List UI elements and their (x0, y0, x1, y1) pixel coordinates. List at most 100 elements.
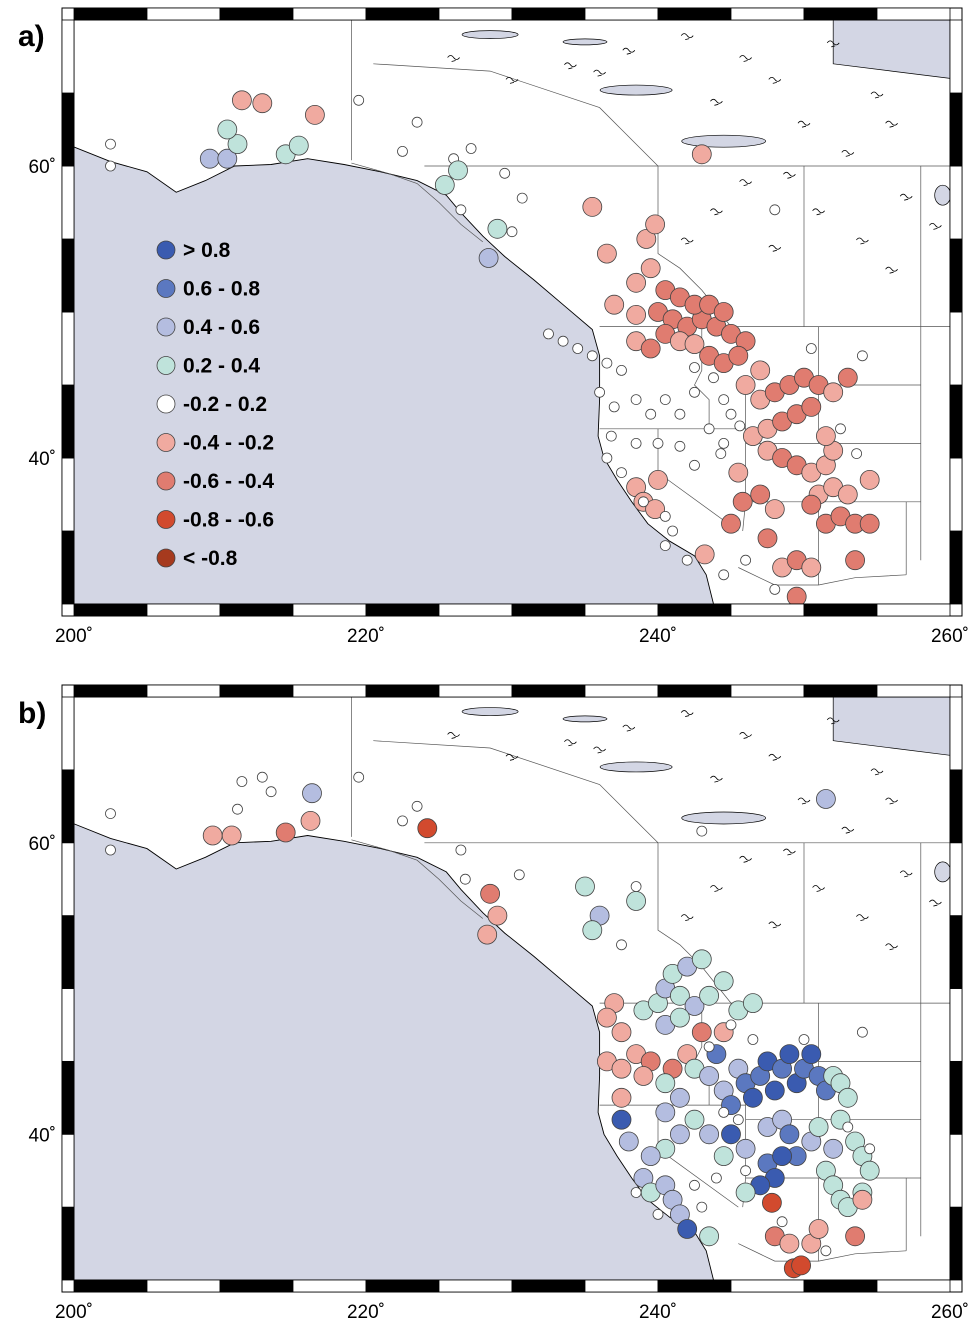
station-point (670, 985, 690, 1006)
coast-detail (739, 855, 752, 863)
station-point (694, 544, 715, 565)
coast-detail (622, 724, 636, 732)
station-point (448, 160, 468, 181)
lat-tick-label: 60˚ (29, 834, 56, 855)
station-point (801, 1044, 822, 1064)
border-segment (949, 988, 963, 1062)
station-point (459, 873, 471, 885)
station-point (487, 905, 508, 926)
coast-detail (505, 77, 519, 84)
coast-detail (593, 69, 606, 77)
station-point (626, 304, 646, 325)
border-segment (146, 603, 221, 617)
station-point (674, 440, 686, 452)
coast-detail (885, 797, 898, 805)
station-point (779, 1124, 800, 1145)
station-point (655, 1073, 676, 1094)
station-point (626, 272, 646, 293)
station-point (735, 1138, 756, 1159)
station-point (302, 783, 322, 804)
lon-tick-label: 260˚ (931, 1302, 969, 1323)
coast-detail (680, 914, 694, 922)
station-point (597, 1007, 617, 1028)
border-segment (365, 684, 440, 698)
legend-swatch (156, 433, 176, 452)
station-point (798, 1034, 810, 1045)
border-segment (292, 684, 367, 698)
coast-detail (739, 179, 752, 186)
border-segment (949, 19, 963, 94)
station-point (630, 1187, 642, 1198)
border-segment (949, 530, 963, 605)
station-point (499, 167, 511, 179)
station-point (816, 426, 836, 447)
coast-detail (841, 150, 855, 157)
station-point (221, 825, 242, 846)
station-point (740, 1165, 751, 1177)
station-point (713, 1146, 734, 1166)
station-point (823, 382, 844, 403)
station-point (411, 116, 423, 128)
border-segment (949, 384, 963, 459)
station-point (801, 396, 822, 417)
political-boundary (738, 1243, 907, 1262)
border-segment (219, 684, 294, 698)
station-point (801, 494, 822, 515)
station-point (231, 90, 252, 111)
border-segment (61, 915, 75, 989)
legend-swatch (156, 510, 176, 529)
border-segment (511, 603, 586, 617)
station-point (684, 996, 705, 1016)
border-segment (949, 842, 963, 917)
border-segment (803, 1279, 878, 1293)
legend-label: > 0.8 (183, 239, 231, 262)
station-point (608, 401, 620, 413)
lake (599, 84, 673, 96)
station-point (743, 993, 763, 1013)
station-point (857, 1026, 868, 1038)
station-point (275, 822, 296, 843)
station-point (199, 148, 220, 169)
border-segment (61, 165, 75, 240)
station-point (747, 1034, 759, 1045)
station-point (616, 467, 627, 479)
border-segment (219, 603, 294, 617)
station-point (805, 343, 817, 354)
border-segment (584, 684, 659, 698)
station-point (718, 437, 730, 449)
station-point (859, 1160, 880, 1181)
station-point (786, 586, 807, 604)
border-segment (949, 311, 963, 386)
station-point (808, 1219, 829, 1239)
border-segment (61, 696, 75, 771)
political-boundary (351, 839, 484, 919)
station-point (455, 844, 467, 856)
station-point (633, 1066, 654, 1086)
political-boundary (373, 740, 659, 844)
coast-detail (768, 77, 782, 84)
station-point (601, 357, 613, 369)
station-point (845, 550, 865, 571)
coast-detail (447, 732, 460, 739)
political-boundary (745, 384, 921, 444)
station-point (667, 525, 678, 537)
coast-detail (826, 40, 840, 48)
station-point (582, 920, 603, 941)
border-segment (949, 1206, 963, 1281)
legend-swatch (156, 356, 176, 375)
station-point (455, 204, 467, 216)
lon-tick-label: 220˚ (347, 1302, 385, 1323)
coast-detail (710, 885, 723, 892)
lat-tick-label: 40˚ (29, 1125, 56, 1146)
station-point (640, 258, 661, 279)
border-segment (949, 92, 963, 167)
station-point (764, 1080, 785, 1101)
station-point (750, 484, 771, 505)
map-panel-a: 200˚ 220˚ 240˚ 260˚ 60˚ 40˚ a) > 0.8 0.6 - 0.8 0.… (18, 7, 969, 647)
border-segment (61, 1206, 75, 1281)
border-segment (438, 684, 513, 698)
political-boundary (373, 63, 659, 167)
station-point (543, 328, 554, 340)
coast-detail (564, 739, 577, 747)
